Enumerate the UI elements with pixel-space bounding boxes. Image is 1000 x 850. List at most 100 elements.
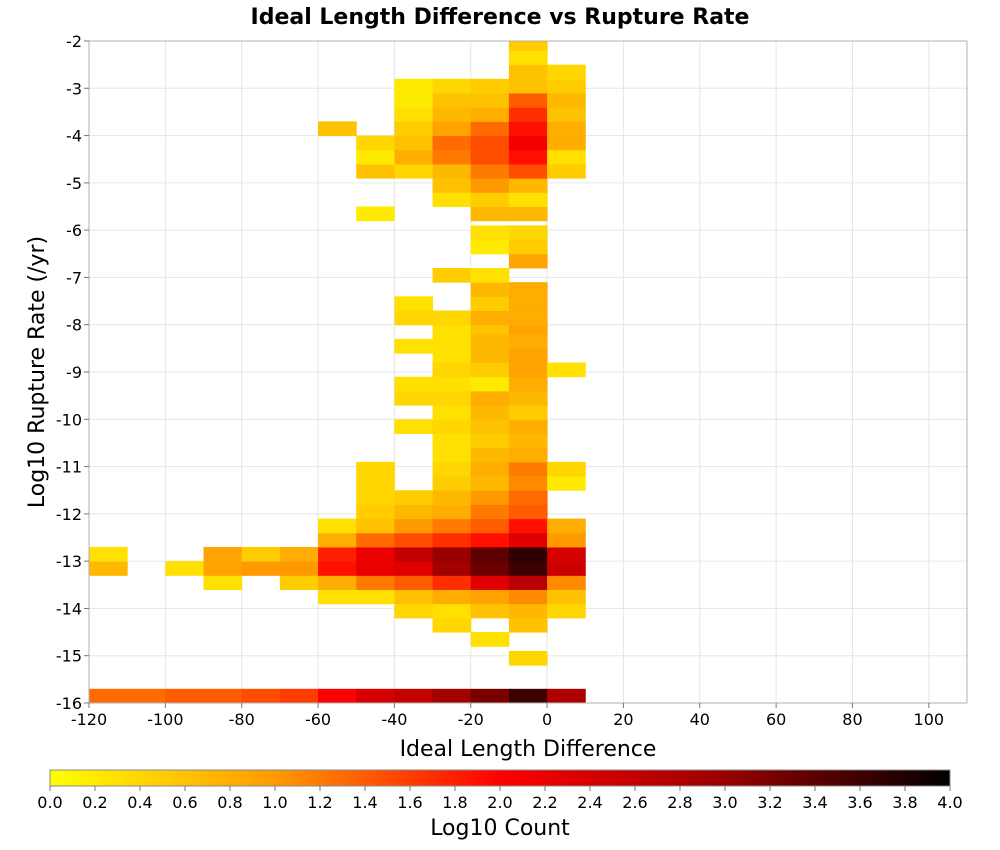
x-tick-label: -80 xyxy=(229,710,255,729)
heatmap-cell xyxy=(432,334,472,349)
heatmap-cell xyxy=(470,632,510,647)
heatmap-cell xyxy=(432,447,472,463)
y-tick-label: -8 xyxy=(66,316,82,335)
heatmap-cell xyxy=(470,296,510,312)
heatmap-cell xyxy=(547,121,586,137)
heatmap-cell xyxy=(432,390,472,406)
heatmap-cell xyxy=(394,561,434,576)
x-tick-label: 60 xyxy=(766,710,786,729)
heatmap-cell xyxy=(470,178,510,193)
heatmap-cell xyxy=(432,476,472,491)
heatmap-cell xyxy=(508,390,548,406)
y-tick-label: -15 xyxy=(56,647,82,666)
heatmap-cell xyxy=(470,362,510,378)
heatmap-cell xyxy=(470,376,510,392)
x-tick-label: 20 xyxy=(613,710,633,729)
heatmap-cell xyxy=(432,121,472,137)
heatmap-cell xyxy=(394,546,434,562)
heatmap-cell xyxy=(394,575,434,591)
heatmap-cell xyxy=(470,206,510,222)
heatmap-cell xyxy=(432,348,472,364)
heatmap-cell xyxy=(356,490,395,505)
heatmap-cell xyxy=(508,532,548,548)
heatmap-cell xyxy=(279,688,319,704)
heatmap-cell xyxy=(470,239,510,255)
heatmap-cell xyxy=(394,107,434,122)
y-axis-ticks: -2 -3 -4 -5 -6 -7 -8 -9 -10 -11 -12 -13 -14 -15 -16 xyxy=(56,32,89,713)
heatmap-cell xyxy=(394,589,434,605)
heatmap-cell xyxy=(394,490,434,505)
heatmap-cell xyxy=(547,135,586,151)
heatmap-cell xyxy=(470,405,510,420)
heatmap-cell xyxy=(470,504,510,520)
heatmap-cell xyxy=(432,575,472,591)
heatmap-cell xyxy=(470,334,510,349)
heatmap-cell xyxy=(508,490,548,505)
heatmap-cell xyxy=(318,688,357,704)
heatmap-cell xyxy=(547,362,586,378)
heatmap-cell xyxy=(508,239,548,255)
heatmap-cell xyxy=(470,163,510,179)
heatmap-cell xyxy=(394,390,434,406)
x-tick-label: 100 xyxy=(914,710,945,729)
heatmap-cell xyxy=(432,93,472,108)
heatmap-cell xyxy=(432,135,472,151)
heatmap-cell xyxy=(547,518,586,534)
heatmap-cell xyxy=(356,135,395,151)
colorbar-tick-label: 0.8 xyxy=(217,793,242,812)
heatmap-cell xyxy=(508,575,548,591)
heatmap-cell xyxy=(470,461,510,477)
heatmap-cell xyxy=(432,504,472,520)
heatmap-cell xyxy=(432,149,472,165)
y-tick-label: -2 xyxy=(66,32,82,51)
y-tick-label: -9 xyxy=(66,363,82,382)
heatmap-cell xyxy=(432,178,472,193)
heatmap-cell xyxy=(547,561,586,576)
colorbar-tick-label: 1.2 xyxy=(307,793,332,812)
heatmap-cell xyxy=(432,603,472,619)
heatmap-cell xyxy=(508,476,548,491)
heatmap-cell xyxy=(547,163,586,179)
colorbar-tick-label: 1.6 xyxy=(397,793,422,812)
heatmap-cell xyxy=(356,476,395,491)
heatmap-cell xyxy=(508,405,548,420)
colorbar-tick-label: 0.0 xyxy=(37,793,62,812)
heatmap-cell xyxy=(394,163,434,179)
heatmap-cell xyxy=(508,296,548,312)
heatmap-cell xyxy=(508,310,548,326)
x-tick-label: -20 xyxy=(458,710,484,729)
heatmap-cell xyxy=(318,546,357,562)
heatmap-cell xyxy=(356,518,395,534)
heatmap-cell xyxy=(508,546,548,562)
heatmap-cell xyxy=(470,476,510,491)
heatmap-cell xyxy=(470,267,510,283)
y-tick-label: -3 xyxy=(66,79,82,98)
chart-title: Ideal Length Difference vs Rupture Rate xyxy=(251,5,750,30)
heatmap-cell xyxy=(508,78,548,94)
heatmap-cell xyxy=(394,603,434,619)
heatmap-cell xyxy=(470,93,510,108)
y-tick-label: -12 xyxy=(56,505,82,524)
colorbar-tick-label: 3.8 xyxy=(892,793,917,812)
heatmap-cell xyxy=(356,206,395,222)
heatmap-cell xyxy=(508,589,548,605)
heatmap-cell xyxy=(547,603,586,619)
heatmap-cell xyxy=(470,282,510,297)
heatmap-cell xyxy=(356,561,395,576)
heatmap-cell xyxy=(279,546,319,562)
heatmap-cell xyxy=(394,121,434,137)
y-tick-label: -7 xyxy=(66,268,82,287)
heatmap-cell xyxy=(432,362,472,378)
heatmap-cell xyxy=(470,688,510,704)
heatmap-cell xyxy=(89,561,128,576)
colorbar-tick-label: 2.2 xyxy=(532,793,557,812)
heatmap-cell xyxy=(394,78,434,94)
heatmap-cell xyxy=(547,461,586,477)
heatmap-cell xyxy=(508,650,548,666)
x-tick-label: -40 xyxy=(381,710,407,729)
heatmap-cell xyxy=(241,561,281,576)
heatmap-cell xyxy=(318,561,357,576)
heatmap-cell xyxy=(432,78,472,94)
colorbar-tick-label: 2.4 xyxy=(577,793,602,812)
